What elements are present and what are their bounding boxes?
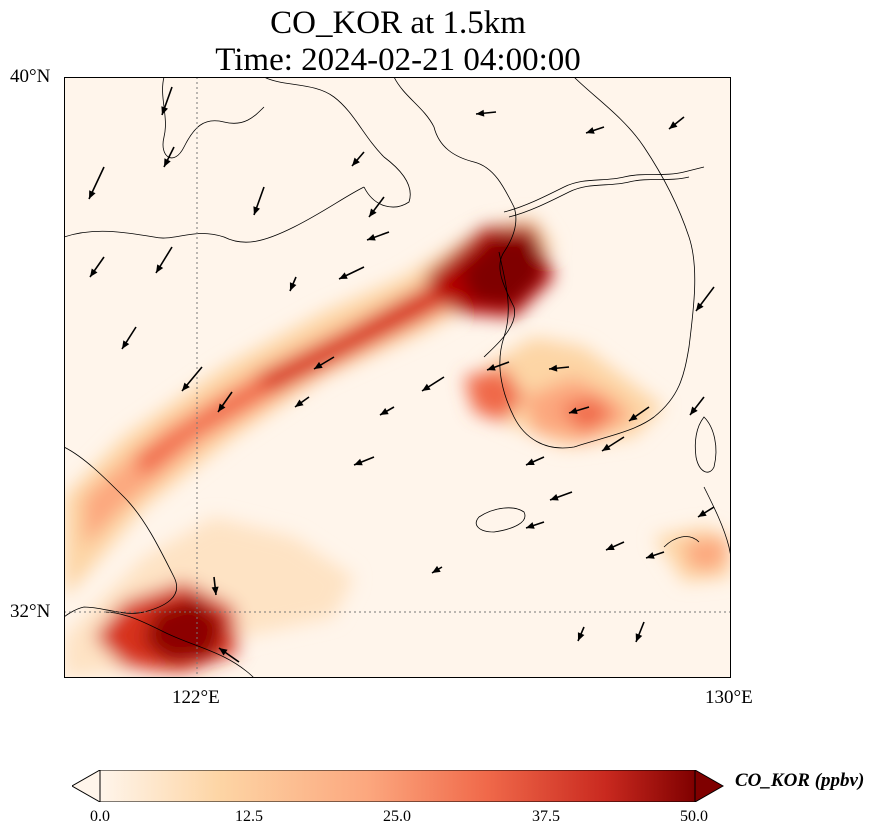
wind-arrow-head xyxy=(602,443,611,451)
wind-arrow-head xyxy=(550,493,559,501)
wind-arrow-head xyxy=(586,127,595,134)
wind-arrow-head xyxy=(289,282,297,291)
wind-arrow-head xyxy=(380,407,389,415)
wind-arrow-head xyxy=(253,206,260,215)
colorbar-tick-0: 0.0 xyxy=(90,808,110,825)
wind-arrow-head xyxy=(549,364,558,372)
wind-arrow-head xyxy=(367,233,376,241)
colorbar xyxy=(72,770,724,802)
wind-arrow-head xyxy=(314,361,323,369)
wind-arrow-head xyxy=(164,158,171,167)
wind-arrow-head xyxy=(211,586,219,595)
colorbar-gradient xyxy=(99,770,696,802)
wind-arrow-head xyxy=(352,157,360,166)
wind-arrow-head xyxy=(432,565,441,573)
wind-vectors xyxy=(88,86,715,663)
wind-arrow-head xyxy=(487,363,496,371)
wind-arrow-head xyxy=(526,522,535,529)
wind-arrow-head xyxy=(698,509,707,517)
wind-arrow-head xyxy=(569,407,578,415)
map-title-line2: Time: 2024-02-21 04:00:00 xyxy=(215,42,581,78)
wind-arrow-head xyxy=(219,648,228,656)
colorbar-max-extend xyxy=(694,770,724,802)
colorbar-min-extend xyxy=(72,770,101,802)
colorbar-tick-4: 50.0 xyxy=(680,808,708,825)
lat-label-32n: 32°N xyxy=(10,601,51,622)
colorbar-tick-1: 12.5 xyxy=(235,808,263,825)
wind-arrow-head xyxy=(422,383,431,391)
wind-arrow-head xyxy=(635,633,643,642)
wind-arrow-head xyxy=(690,406,698,415)
coastlines xyxy=(64,77,731,678)
colorbar-tick-3: 37.5 xyxy=(532,808,560,825)
co-concentration-field xyxy=(64,217,731,678)
colorbar-tick-2: 25.0 xyxy=(383,808,411,825)
wind-arrow-head xyxy=(339,272,348,279)
wind-arrow-head xyxy=(89,190,96,199)
wind-arrow-head xyxy=(369,208,377,217)
lat-label-40n: 40°N xyxy=(10,66,51,87)
wind-arrow-head xyxy=(606,543,615,550)
map-frame xyxy=(64,77,731,678)
wind-arrow-head xyxy=(629,413,638,421)
wind-arrow-head xyxy=(90,268,98,277)
wind-arrow-head xyxy=(669,121,678,129)
colorbar-label: CO_KOR (ppbv) xyxy=(735,770,865,791)
wind-arrow-head xyxy=(354,458,363,466)
wind-arrow-head xyxy=(182,382,190,391)
lon-label-130e: 130°E xyxy=(705,687,753,708)
wind-arrow-head xyxy=(122,340,130,349)
wind-arrow-head xyxy=(156,264,164,273)
wind-arrow-head xyxy=(526,458,535,465)
wind-arrow-head xyxy=(161,106,168,115)
map-title-line1: CO_KOR at 1.5km xyxy=(270,5,526,41)
wind-arrow-head xyxy=(577,632,585,641)
lon-label-122e: 122°E xyxy=(172,687,220,708)
map-canvas xyxy=(64,77,731,678)
wind-arrow-head xyxy=(476,109,485,117)
wind-arrow-head xyxy=(295,399,304,407)
wind-arrow-head xyxy=(646,552,655,559)
map-panel xyxy=(64,77,731,678)
wind-arrow-head xyxy=(696,302,704,311)
wind-arrow-head xyxy=(218,403,226,412)
